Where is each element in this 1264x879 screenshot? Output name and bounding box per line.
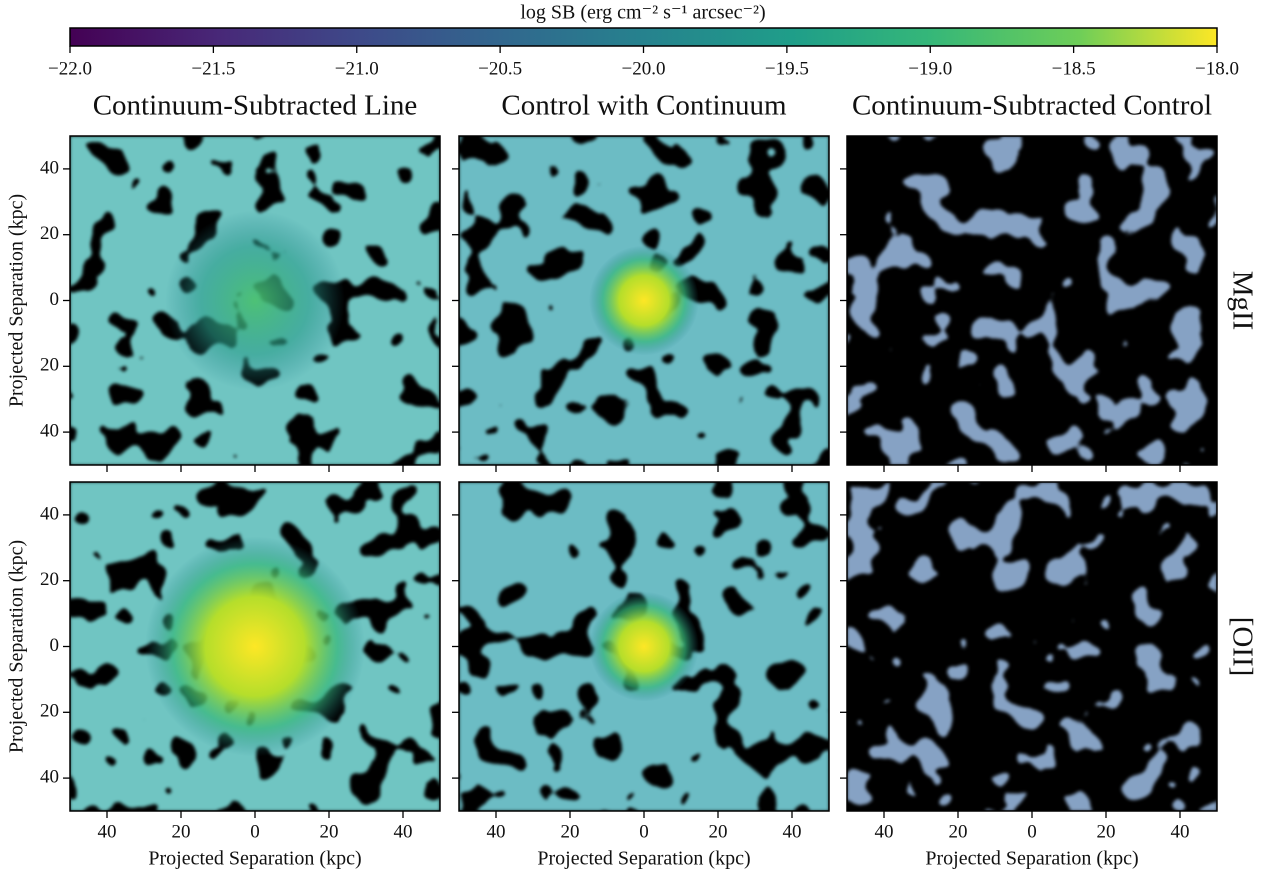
colorbar-tick-label: −19.0 xyxy=(908,58,952,79)
y-tick-label: 0 xyxy=(50,289,60,310)
colorbar-label: log SB (erg cm⁻² s⁻¹ arcsec⁻²) xyxy=(520,2,765,24)
panel xyxy=(70,482,440,811)
x-axis-label: Projected Separation (kpc) xyxy=(537,848,750,870)
central-emission xyxy=(165,210,345,391)
x-tick-label: 0 xyxy=(1027,821,1037,842)
column-title: Continuum-Subtracted Line xyxy=(93,90,418,122)
x-tick-label: 40 xyxy=(783,821,802,842)
colorbar-tick-label: −19.5 xyxy=(765,58,809,79)
colorbar-tick-label: −18.0 xyxy=(1195,58,1239,79)
x-tick-label: 20 xyxy=(561,821,580,842)
panel xyxy=(847,136,1217,465)
panel xyxy=(459,482,829,811)
x-tick-label: 40 xyxy=(394,821,413,842)
colorbar xyxy=(69,27,1218,47)
x-tick-label: 40 xyxy=(487,821,506,842)
central-emission xyxy=(589,245,699,356)
x-tick-label: 20 xyxy=(709,821,728,842)
panel xyxy=(847,482,1217,811)
y-tick-label: 20 xyxy=(40,701,59,722)
row-label: [OII] xyxy=(1226,617,1258,677)
column-title: Continuum-Subtracted Control xyxy=(852,90,1212,122)
y-axis-label: Projected Separation (kpc) xyxy=(6,194,28,407)
y-tick-label: 40 xyxy=(40,420,59,441)
y-tick-label: 40 xyxy=(40,766,59,787)
central-emission xyxy=(145,536,365,757)
x-tick-label: 0 xyxy=(250,821,260,842)
y-tick-label: 0 xyxy=(50,635,60,656)
y-axis-label: Projected Separation (kpc) xyxy=(6,540,28,753)
colorbar-tick-label: −21.5 xyxy=(191,58,235,79)
x-tick-label: 40 xyxy=(1171,821,1190,842)
y-tick-label: 40 xyxy=(40,157,59,178)
x-tick-label: 40 xyxy=(98,821,117,842)
column-title: Control with Continuum xyxy=(501,90,787,122)
row-label: MgII xyxy=(1226,271,1258,331)
y-tick-label: 20 xyxy=(40,569,59,590)
x-tick-label: 20 xyxy=(1097,821,1116,842)
panel xyxy=(459,136,829,465)
colorbar-tick-label: −18.5 xyxy=(1052,58,1096,79)
x-axis-label: Projected Separation (kpc) xyxy=(925,848,1138,870)
y-tick-label: 20 xyxy=(40,223,59,244)
colorbar-tick-label: −21.0 xyxy=(335,58,379,79)
x-tick-label: 20 xyxy=(949,821,968,842)
y-tick-label: 40 xyxy=(40,503,59,524)
panel xyxy=(70,136,440,465)
emission-texture xyxy=(847,136,1217,465)
emission-texture xyxy=(847,482,1217,811)
x-tick-label: 40 xyxy=(875,821,894,842)
x-tick-label: 0 xyxy=(639,821,649,842)
x-tick-label: 20 xyxy=(320,821,339,842)
central-emission xyxy=(589,591,699,702)
x-axis-label: Projected Separation (kpc) xyxy=(148,848,361,870)
y-tick-label: 20 xyxy=(40,355,59,376)
colorbar-tick-label: −22.0 xyxy=(48,58,92,79)
colorbar-tick-label: −20.0 xyxy=(622,58,666,79)
x-tick-label: 20 xyxy=(172,821,191,842)
colorbar-tick-label: −20.5 xyxy=(478,58,522,79)
